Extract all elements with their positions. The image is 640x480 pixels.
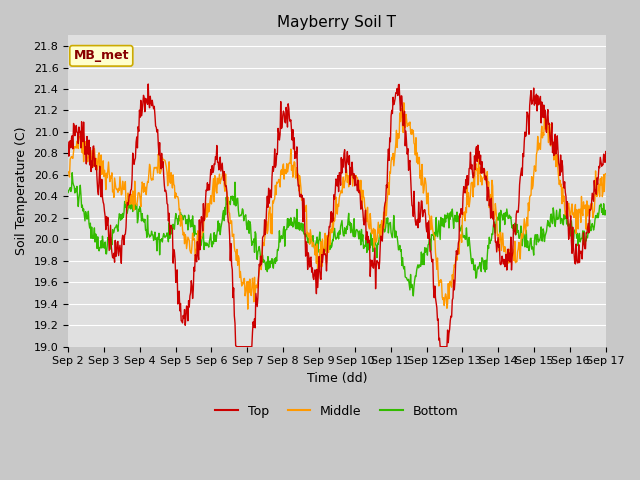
Text: MB_met: MB_met	[74, 49, 129, 62]
Title: Mayberry Soil T: Mayberry Soil T	[277, 15, 396, 30]
Legend: Top, Middle, Bottom: Top, Middle, Bottom	[210, 400, 463, 423]
Y-axis label: Soil Temperature (C): Soil Temperature (C)	[15, 127, 28, 255]
X-axis label: Time (dd): Time (dd)	[307, 372, 367, 385]
